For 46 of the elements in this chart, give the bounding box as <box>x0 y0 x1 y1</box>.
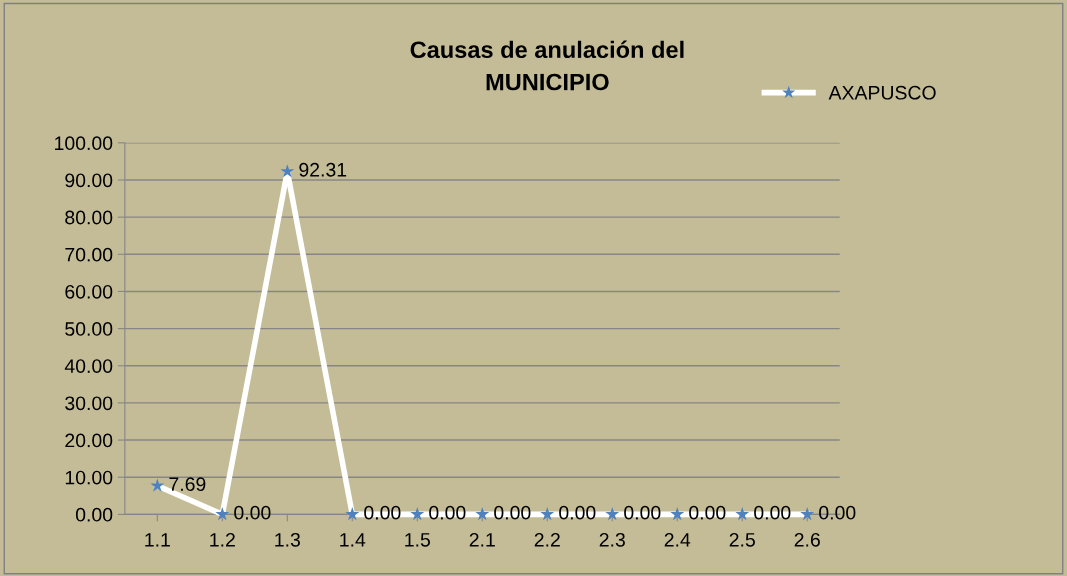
y-tick-label: 90.00 <box>65 173 113 188</box>
y-tick-label: 20.00 <box>65 433 113 448</box>
data-label: 0.00 <box>624 505 661 520</box>
y-tick-label: 0.00 <box>75 507 113 522</box>
point <box>280 164 295 178</box>
y-tick-label: 80.00 <box>65 210 113 225</box>
data-label: 0.00 <box>754 505 791 520</box>
y-tick-label: 30.00 <box>65 396 113 411</box>
x-tick-label: 2.3 <box>599 532 625 547</box>
point <box>670 507 685 521</box>
data-label: 0.00 <box>689 505 726 520</box>
data-label: 0.00 <box>364 505 401 520</box>
x-tick-label: 2.5 <box>729 532 755 547</box>
point <box>475 507 490 521</box>
point <box>150 478 165 492</box>
point <box>345 507 360 521</box>
x-tick-label: 1.1 <box>145 533 170 547</box>
point <box>540 507 555 521</box>
x-tick-label: 1.2 <box>210 532 235 547</box>
x-tick-label: 1.4 <box>340 533 366 547</box>
point <box>735 507 750 521</box>
y-tick-label: 40.00 <box>64 359 113 373</box>
data-label: 0.00 <box>494 505 531 520</box>
legend-label: AXAPUSCO <box>828 85 936 100</box>
y-tick-label: 50.00 <box>65 322 113 336</box>
x-tick-label: 2.1 <box>469 532 495 547</box>
point <box>605 507 620 521</box>
x-tick-label: 2.6 <box>794 532 820 547</box>
point <box>215 507 230 521</box>
point <box>410 507 425 521</box>
x-tick-label: 1.3 <box>275 532 300 547</box>
data-label: 0.00 <box>234 505 271 520</box>
data-label: 0.00 <box>819 505 856 520</box>
y-tick-label: 100.00 <box>55 136 113 151</box>
data-label: 0.00 <box>559 505 596 520</box>
y-tick-label: 60.00 <box>65 284 113 299</box>
data-label: 0.00 <box>429 505 466 520</box>
data-label: 92.31 <box>299 162 347 177</box>
chart-title: Causas de anulación del MUNICIPIO <box>410 40 684 91</box>
x-tick-label: 2.4 <box>664 532 691 547</box>
x-tick-label: 1.5 <box>405 533 430 547</box>
y-tick-label: 70.00 <box>65 247 113 262</box>
x-tick-label: 2.2 <box>534 532 560 547</box>
y-tick-label: 10.00 <box>65 470 113 485</box>
data-label: 7.69 <box>169 477 206 492</box>
point <box>800 507 815 521</box>
